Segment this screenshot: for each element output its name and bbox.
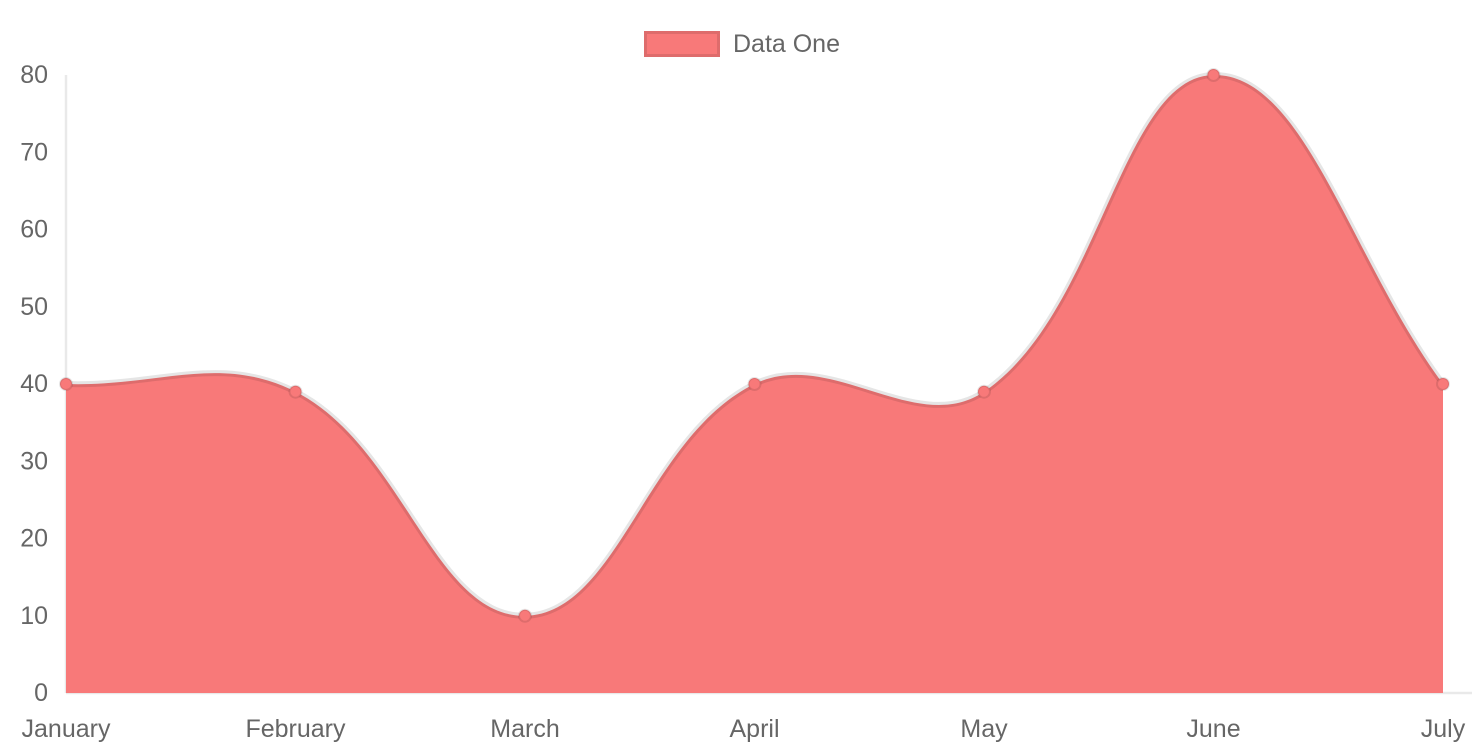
series-line bbox=[63, 71, 1446, 619]
x-axis-tick-label: July bbox=[1421, 715, 1466, 743]
chart-legend: Data One bbox=[0, 31, 1484, 57]
data-point-february[interactable] bbox=[288, 384, 303, 399]
y-axis-tick-label: 10 bbox=[20, 602, 48, 630]
y-axis-tick-label: 80 bbox=[20, 61, 48, 89]
legend-swatch bbox=[643, 31, 720, 57]
y-axis-tick-label: 50 bbox=[20, 293, 48, 321]
x-axis-tick-label: June bbox=[1186, 715, 1240, 743]
x-axis-tick-label: April bbox=[729, 715, 779, 743]
y-axis-tick-label: 0 bbox=[34, 679, 48, 707]
x-axis-tick-label: January bbox=[22, 715, 111, 743]
x-axis-tick-label: March bbox=[490, 715, 559, 743]
data-point-july[interactable] bbox=[1436, 377, 1450, 391]
data-point-april[interactable] bbox=[747, 377, 762, 391]
data-point-may[interactable] bbox=[977, 384, 991, 399]
data-point-january[interactable] bbox=[59, 377, 73, 391]
y-axis-tick-label: 30 bbox=[20, 447, 48, 475]
legend-label: Data One bbox=[732, 29, 840, 58]
legend-item-data-one[interactable]: Data One bbox=[643, 29, 840, 58]
y-axis-tick-label: 40 bbox=[20, 370, 48, 398]
y-axis-tick-label: 60 bbox=[20, 216, 48, 244]
x-axis-tick-label: February bbox=[245, 715, 346, 743]
data-point-march[interactable] bbox=[518, 608, 532, 623]
y-axis-tick-label: 70 bbox=[20, 138, 48, 166]
area-fill bbox=[66, 74, 1443, 693]
data-point-june[interactable] bbox=[1206, 68, 1221, 82]
y-axis-tick-label: 20 bbox=[20, 525, 48, 553]
x-axis-tick-label: May bbox=[960, 715, 1008, 743]
